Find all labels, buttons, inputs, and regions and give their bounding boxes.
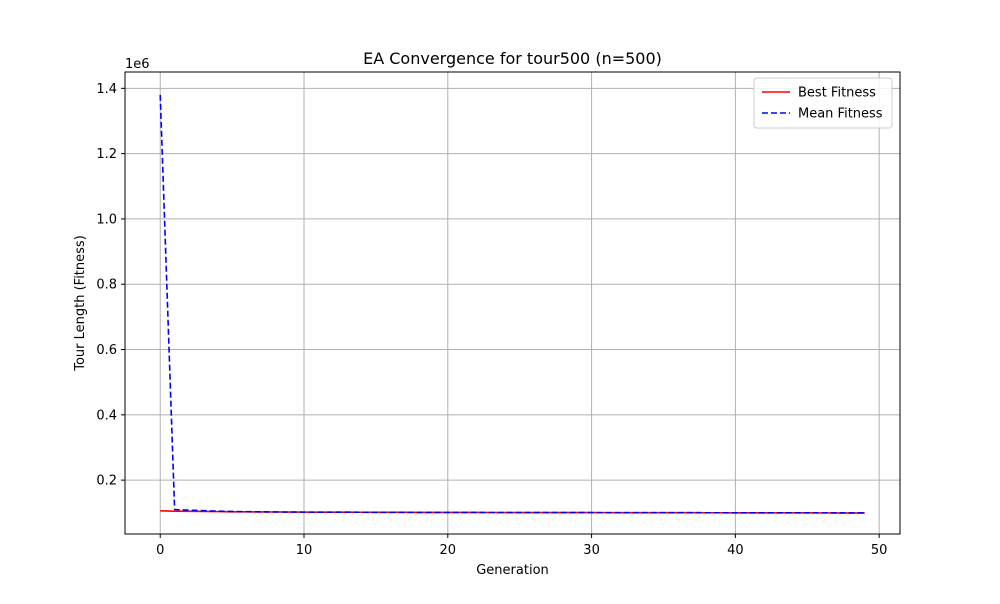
y-tick-label: 1.4: [96, 82, 117, 97]
legend-label-mean-fitness: Mean Fitness: [798, 107, 883, 122]
y-axis-offset-label: 1e6: [125, 57, 150, 72]
x-tick-label: 20: [440, 543, 457, 558]
legend: Best Fitness Mean Fitness: [753, 77, 893, 129]
legend-box: [753, 77, 893, 129]
y-tick-label: 1.2: [96, 147, 117, 162]
x-tick-label: 40: [727, 543, 744, 558]
x-tick-label: 10: [296, 543, 313, 558]
x-axis-label: Generation: [476, 563, 549, 578]
mean-fitness-line: [159, 94, 865, 514]
plot-frame: [124, 71, 901, 535]
grid-layer: [125, 72, 900, 534]
y-tick-label: 0.6: [96, 343, 117, 358]
ticks-layer: 0 10 20 30 40 50 0.2 0.4 0.6 0.8 1.0 1.2 1.4: [96, 82, 887, 558]
y-axis-label: Tour Length (Fitness): [73, 235, 88, 372]
series-layer: [159, 94, 865, 514]
chart-title: EA Convergence for tour500 (n=500): [363, 49, 662, 68]
y-tick-label: 0.2: [96, 474, 117, 489]
y-tick-label: 0.4: [96, 408, 117, 423]
x-tick-label: 50: [871, 543, 888, 558]
x-tick-label: 30: [583, 543, 600, 558]
y-tick-label: 0.8: [96, 278, 117, 293]
legend-label-best-fitness: Best Fitness: [798, 86, 876, 101]
y-tick-label: 1.0: [96, 212, 117, 227]
x-tick-label: 0: [156, 543, 164, 558]
